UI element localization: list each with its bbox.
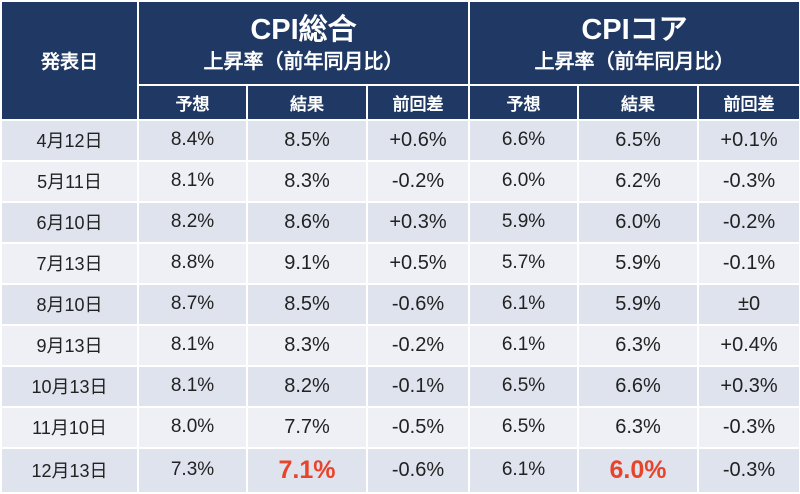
date-cell: 12月13日	[2, 448, 137, 492]
total-diff-cell: -0.5%	[368, 407, 469, 447]
core-diff-header: 前回差	[699, 86, 800, 119]
total-forecast-cell: 8.7%	[139, 284, 246, 324]
core-forecast-cell: 5.9%	[470, 202, 578, 242]
core-result-header: 結果	[579, 86, 698, 119]
total-result-cell: 8.5%	[248, 121, 366, 160]
date-cell: 9月13日	[2, 325, 137, 365]
core-forecast-cell: 6.5%	[470, 407, 578, 447]
table-row: 4月12日 8.4% 8.5% +0.6% 6.6% 6.5% +0.1%	[2, 121, 800, 160]
table-row: 12月13日 7.3% 7.1% -0.6% 6.1% 6.0% -0.3%	[2, 448, 800, 492]
table-row: 11月10日 8.0% 7.7% -0.5% 6.5% 6.3% -0.3%	[2, 407, 800, 447]
table-row: 7月13日 8.8% 9.1% +0.5% 5.7% 5.9% -0.1%	[2, 243, 800, 283]
date-cell: 10月13日	[2, 366, 137, 406]
total-diff-cell: +0.3%	[368, 202, 469, 242]
core-result-cell: 6.3%	[579, 325, 698, 365]
total-diff-cell: +0.5%	[368, 243, 469, 283]
core-forecast-cell: 6.5%	[470, 366, 578, 406]
cpi-core-group-header: CPIコア 上昇率（前年同月比）	[470, 2, 800, 84]
cpi-core-title: CPIコア	[581, 14, 688, 47]
total-result-cell: 8.2%	[248, 366, 366, 406]
total-result-cell: 8.3%	[248, 161, 366, 201]
total-diff-cell: -0.6%	[368, 448, 469, 492]
table-header: 発表日 CPI総合 上昇率（前年同月比） CPIコア 上昇率（前年同月比） 予想…	[2, 2, 800, 119]
core-diff-cell: +0.3%	[699, 366, 800, 406]
table-row: 8月10日 8.7% 8.5% -0.6% 6.1% 5.9% ±0	[2, 284, 800, 324]
total-forecast-cell: 8.4%	[139, 121, 246, 160]
total-forecast-cell: 7.3%	[139, 448, 246, 492]
core-forecast-cell: 6.6%	[470, 121, 578, 160]
cpi-core-subtitle: 上昇率（前年同月比）	[534, 48, 735, 73]
total-result-cell: 8.3%	[248, 325, 366, 365]
core-diff-cell: +0.4%	[699, 325, 800, 365]
core-diff-cell: +0.1%	[699, 121, 800, 160]
core-result-cell: 5.9%	[579, 243, 698, 283]
total-diff-header: 前回差	[368, 86, 469, 119]
table-body: 4月12日 8.4% 8.5% +0.6% 6.6% 6.5% +0.1% 5月…	[2, 121, 800, 492]
total-forecast-cell: 8.0%	[139, 407, 246, 447]
core-diff-cell: -0.3%	[699, 448, 800, 492]
core-result-highlight-cell: 6.0%	[579, 448, 698, 492]
date-cell: 8月10日	[2, 284, 137, 324]
total-forecast-cell: 8.2%	[139, 202, 246, 242]
total-result-cell: 7.7%	[248, 407, 366, 447]
total-diff-cell: -0.2%	[368, 161, 469, 201]
total-diff-cell: -0.1%	[368, 366, 469, 406]
date-cell: 7月13日	[2, 243, 137, 283]
core-diff-cell: -0.3%	[699, 161, 800, 201]
date-cell: 4月12日	[2, 121, 137, 160]
cpi-total-group-header: CPI総合 上昇率（前年同月比）	[139, 2, 469, 84]
core-result-cell: 6.5%	[579, 121, 698, 160]
table-row: 5月11日 8.1% 8.3% -0.2% 6.0% 6.2% -0.3%	[2, 161, 800, 201]
total-forecast-cell: 8.1%	[139, 366, 246, 406]
core-result-cell: 6.3%	[579, 407, 698, 447]
table-row: 6月10日 8.2% 8.6% +0.3% 5.9% 6.0% -0.2%	[2, 202, 800, 242]
table-row: 9月13日 8.1% 8.3% -0.2% 6.1% 6.3% +0.4%	[2, 325, 800, 365]
core-forecast-cell: 5.7%	[470, 243, 578, 283]
total-result-cell: 8.5%	[248, 284, 366, 324]
cpi-total-subtitle: 上昇率（前年同月比）	[203, 48, 404, 73]
total-result-cell: 9.1%	[248, 243, 366, 283]
core-diff-cell: -0.3%	[699, 407, 800, 447]
total-forecast-header: 予想	[139, 86, 246, 119]
core-result-cell: 5.9%	[579, 284, 698, 324]
total-result-highlight-cell: 7.1%	[248, 448, 366, 492]
total-diff-cell: +0.6%	[368, 121, 469, 160]
total-result-header: 結果	[248, 86, 366, 119]
date-cell: 5月11日	[2, 161, 137, 201]
table-row: 10月13日 8.1% 8.2% -0.1% 6.5% 6.6% +0.3%	[2, 366, 800, 406]
core-result-cell: 6.0%	[579, 202, 698, 242]
core-forecast-cell: 6.1%	[470, 325, 578, 365]
total-forecast-cell: 8.1%	[139, 325, 246, 365]
date-column-header: 発表日	[2, 2, 137, 119]
core-diff-cell: -0.1%	[699, 243, 800, 283]
total-forecast-cell: 8.1%	[139, 161, 246, 201]
total-forecast-cell: 8.8%	[139, 243, 246, 283]
core-forecast-cell: 6.0%	[470, 161, 578, 201]
total-result-cell: 8.6%	[248, 202, 366, 242]
core-forecast-cell: 6.1%	[470, 448, 578, 492]
core-diff-cell: -0.2%	[699, 202, 800, 242]
core-diff-cell: ±0	[699, 284, 800, 324]
cpi-total-title: CPI総合	[250, 14, 357, 47]
total-diff-cell: -0.6%	[368, 284, 469, 324]
total-diff-cell: -0.2%	[368, 325, 469, 365]
date-cell: 11月10日	[2, 407, 137, 447]
core-result-cell: 6.6%	[579, 366, 698, 406]
core-forecast-cell: 6.1%	[470, 284, 578, 324]
core-forecast-header: 予想	[470, 86, 578, 119]
core-result-cell: 6.2%	[579, 161, 698, 201]
date-cell: 6月10日	[2, 202, 137, 242]
